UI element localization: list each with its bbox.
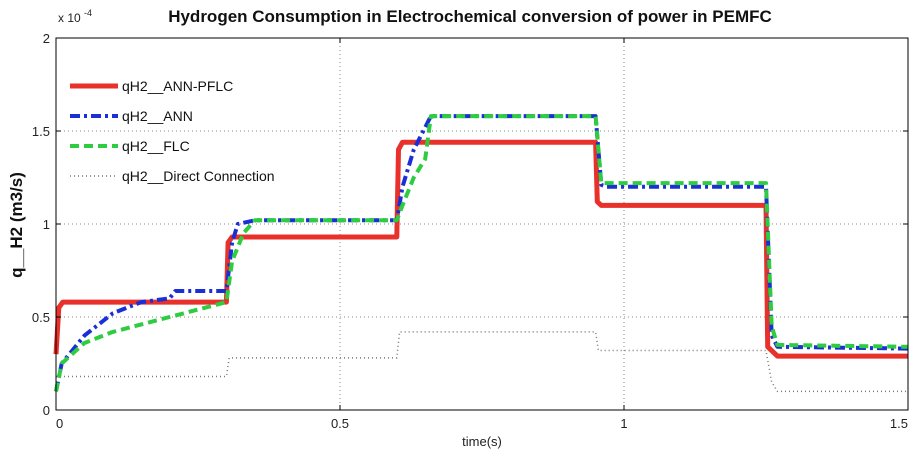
y-multiplier-exponent: -4 — [84, 8, 92, 18]
y-tick-label: 0.5 — [32, 310, 50, 325]
x-axis-label: time(s) — [462, 434, 502, 449]
y-tick-label: 1.5 — [32, 124, 50, 139]
y-tick-label: 0 — [43, 403, 50, 418]
chart-title: Hydrogen Consumption in Electrochemical … — [168, 7, 772, 26]
series-line-2 — [54, 114, 909, 392]
x-tick-label: 1 — [620, 416, 627, 431]
series-line-1 — [54, 114, 909, 392]
legend-label: qH2__ANN-PFLC — [122, 78, 233, 94]
x-tick-label: 0.5 — [331, 416, 349, 431]
y-tick-label: 1 — [43, 217, 50, 232]
series-lines — [53, 114, 909, 393]
legend-label: qH2__Direct Connection — [122, 168, 275, 184]
y-tick-label: 2 — [43, 31, 50, 46]
x-tick-label: 0 — [56, 416, 63, 431]
legend-label: qH2__FLC — [122, 138, 190, 154]
legend: qH2__ANN-PFLC qH2__ANN qH2__FLC qH2__Direct… — [70, 78, 275, 184]
tick-labels: 0 0.5 1 1.5 0 0.5 1 1.5 2 — [32, 31, 909, 431]
y-multiplier: x 10 -4 — [58, 8, 92, 25]
x-tick-label: 1.5 — [890, 416, 908, 431]
y-axis-label: q__H2 (m3/s) — [7, 172, 26, 278]
series-line-3 — [56, 331, 908, 393]
legend-label: qH2__ANN — [122, 108, 193, 124]
y-multiplier-base: x 10 — [58, 11, 81, 25]
